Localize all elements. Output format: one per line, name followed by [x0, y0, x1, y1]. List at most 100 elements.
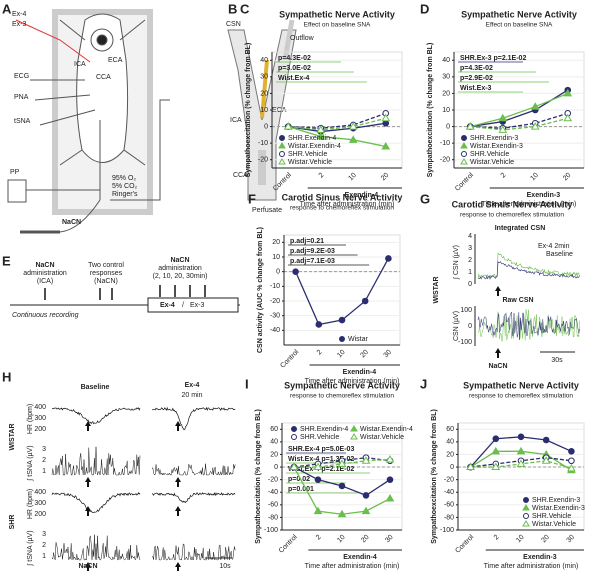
label: -100: [458, 339, 472, 346]
arrow: [175, 562, 181, 571]
arrow: [85, 562, 91, 571]
label: ∫ CSN (µV): [453, 245, 460, 280]
x-tick-label: 2: [500, 172, 508, 180]
y-tick-label: -20: [270, 298, 280, 305]
marker: [385, 494, 395, 502]
annotation: p=3.0E-02: [278, 65, 311, 72]
x-tick-label: 20: [380, 172, 391, 183]
legend-label: Wistar.Exendin-3: [532, 505, 585, 512]
y-tick-label: 20: [270, 451, 278, 458]
label: CCA: [233, 172, 248, 179]
y-tick-label: -40: [268, 489, 278, 496]
label: CSN (µV): [453, 311, 460, 341]
legend-marker: [279, 135, 285, 141]
x-tick-label: 20: [360, 534, 371, 545]
x-tick-label: 30: [566, 534, 577, 545]
y-tick-label: -30: [270, 313, 280, 320]
label: CCA: [96, 74, 111, 81]
label: 100: [460, 307, 472, 314]
y-tick-label: 0: [446, 123, 450, 130]
x-tick-label: 20: [359, 349, 370, 360]
x-tick-label: 10: [515, 534, 526, 545]
panel-letter: H: [2, 369, 11, 384]
vessel-drawing: [227, 19, 297, 201]
series-line: [470, 89, 569, 128]
label: 5% CO₂: [112, 183, 138, 190]
label: 3: [468, 245, 472, 252]
arrow: [175, 421, 181, 431]
legend-label: Wistar.Vehicle: [360, 434, 404, 441]
annotation: SHR.Ex-3 p=2.1E-02: [460, 55, 526, 62]
y-axis-label: Sympathoexcitation (% change from BL): [431, 409, 438, 544]
y-axis-label: Sympathoexcitation (% change from BL): [427, 43, 434, 178]
marker: [541, 456, 551, 464]
y-tick-label: -100: [264, 527, 278, 534]
annotation: Wist.Ex-4 p=1.3E-02: [288, 456, 354, 463]
hr-trace: [152, 492, 236, 504]
y-tick-label: 10: [442, 107, 450, 114]
x-tick-label: 20: [540, 534, 551, 545]
x-tick-label: 2: [315, 534, 323, 542]
legend-label: Wistar.Exendin-3: [470, 143, 523, 150]
label: (ICA): [37, 278, 53, 285]
y-tick-label: 30: [260, 74, 268, 81]
legend-marker: [460, 142, 468, 149]
annotation: p=0.02: [288, 476, 310, 483]
x-tick-label: Control: [278, 533, 299, 554]
marker: [465, 122, 475, 130]
label: 3: [42, 446, 46, 453]
panel-letter: F: [248, 191, 256, 206]
marker: [381, 141, 391, 150]
label: 0: [468, 281, 472, 288]
arrow: [175, 477, 181, 487]
legend-marker: [522, 520, 530, 527]
series-line: [288, 117, 386, 131]
marker: [361, 456, 371, 464]
x-tick-label: 2: [316, 349, 324, 357]
marker: [338, 316, 346, 324]
marker: [563, 113, 573, 122]
legend-marker: [291, 426, 297, 432]
marker: [382, 119, 390, 127]
arrow: [495, 348, 501, 358]
label: 4: [468, 233, 472, 240]
marker: [492, 435, 500, 443]
label: Outflow: [290, 35, 315, 42]
y-tick-label: -100: [440, 527, 454, 534]
chart-title: Sympathetic Nerve Activity: [279, 9, 395, 19]
label: 10s: [219, 563, 231, 570]
hr-trace: [51, 407, 141, 425]
marker: [337, 509, 347, 518]
y-tick-label: 40: [442, 57, 450, 64]
marker: [466, 462, 475, 471]
legend-label: Wistar: [348, 336, 369, 343]
arrow: [85, 421, 91, 431]
label: ECA: [108, 57, 123, 64]
marker: [568, 457, 575, 465]
y-tick-label: -20: [440, 157, 450, 164]
legend-marker: [461, 135, 467, 141]
annotation: p=0.001: [288, 486, 314, 493]
chart-subtitle: Effect on baseline SNA: [304, 22, 371, 29]
marker: [313, 462, 323, 471]
legend-label: Wistar.Vehicle: [532, 521, 576, 528]
marker: [516, 459, 526, 467]
series-line: [470, 117, 568, 131]
x-axis-sublabel: Time after administration (min): [305, 563, 400, 570]
label: Ex-4: [160, 302, 175, 309]
x-tick-label: 2: [318, 172, 326, 180]
arrow: [495, 286, 501, 296]
legend-marker: [461, 151, 467, 157]
y-tick-label: 20: [446, 451, 454, 458]
annotation: p=4.3E-02: [460, 65, 493, 72]
x-tick-label: 2: [493, 534, 501, 542]
legend-marker: [522, 504, 530, 511]
x-axis-label: Exendin-4: [345, 192, 379, 199]
label: administration: [158, 265, 202, 272]
x-axis-label: Exendin-3: [523, 554, 557, 561]
y-tick-label: 60: [446, 426, 454, 433]
legend-label: SHR.Vehicle: [470, 151, 509, 158]
tsna-trace: [151, 463, 236, 476]
label: Ex-3: [190, 302, 205, 309]
marker: [491, 446, 501, 455]
